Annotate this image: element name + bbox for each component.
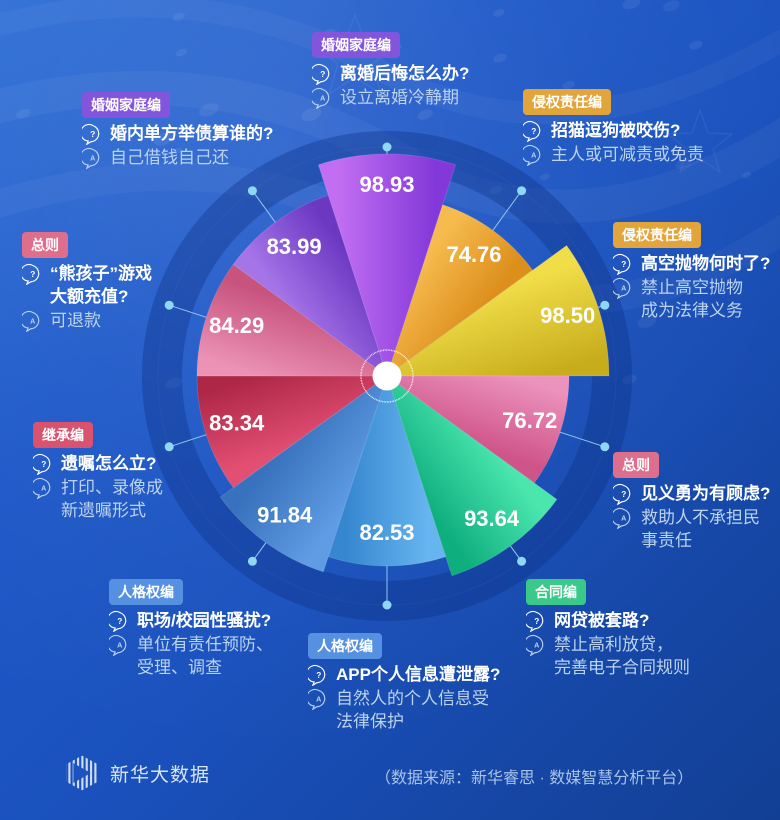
svg-text:82.53: 82.53 bbox=[359, 520, 414, 545]
svg-text:83.34: 83.34 bbox=[209, 411, 265, 436]
svg-text:84.29: 84.29 bbox=[209, 313, 264, 338]
svg-text:98.93: 98.93 bbox=[359, 172, 414, 197]
svg-text:83.99: 83.99 bbox=[267, 234, 322, 259]
svg-text:76.72: 76.72 bbox=[502, 408, 557, 433]
svg-text:93.64: 93.64 bbox=[464, 506, 520, 531]
svg-text:98.50: 98.50 bbox=[540, 303, 595, 328]
svg-text:74.76: 74.76 bbox=[446, 242, 501, 267]
svg-text:91.84: 91.84 bbox=[257, 503, 313, 528]
